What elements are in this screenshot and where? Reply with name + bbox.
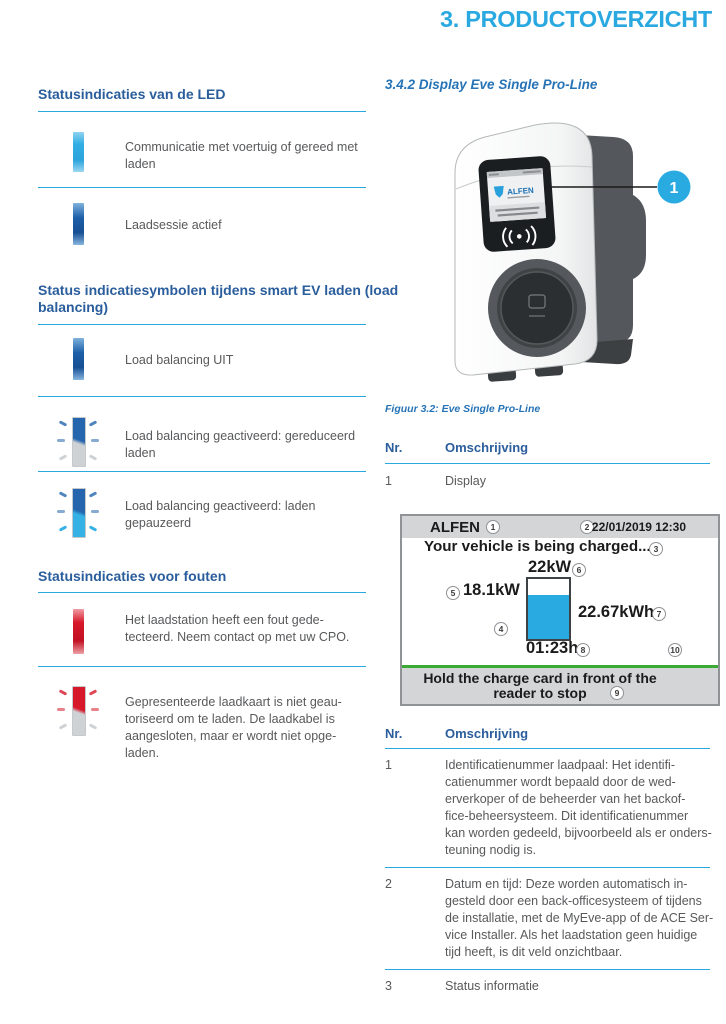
display-max-power: 22kW bbox=[528, 558, 572, 576]
section-heading-led-status: Statusindicaties van de LED bbox=[38, 86, 226, 102]
led-status-text: Load balancing UIT bbox=[125, 353, 234, 367]
display-footer-text-1: Hold the charge card in front of the bbox=[423, 670, 657, 686]
table2-col-nr: Nr. bbox=[385, 726, 403, 741]
led-blue-icon bbox=[73, 203, 84, 245]
display-footer-text-2: reader to stop bbox=[493, 685, 587, 701]
table-row-nr: 2 bbox=[385, 877, 392, 891]
led-status-text: Gepresenteerde laadkaart is niet geau- t… bbox=[125, 695, 342, 760]
charge-level-indicator bbox=[526, 577, 571, 641]
led-status-text: Load balancing geactiveerd: gereduceerd … bbox=[125, 429, 356, 460]
led-red-icon bbox=[73, 609, 84, 654]
table-row-nr: 3 bbox=[385, 979, 392, 993]
callout-badge-9: 9 bbox=[610, 686, 624, 700]
callout-badge-3: 3 bbox=[649, 542, 663, 556]
section-heading-load-balancing: Status indicatiesymbolen tijdens smart E… bbox=[38, 282, 399, 315]
display-screenshot: ALFEN 1 2 22/01/2019 12:30 Your vehicle … bbox=[400, 514, 720, 706]
callout-badge-1: 1 bbox=[486, 520, 500, 534]
display-footer-bar bbox=[402, 668, 718, 704]
station-display-panel: ALFEN bbox=[478, 156, 556, 252]
divider bbox=[385, 748, 710, 749]
callout-badge-6: 6 bbox=[572, 563, 586, 577]
table-row-desc: Identificatienummer laadpaal: Het identi… bbox=[445, 758, 712, 857]
table-row-nr: 1 bbox=[385, 474, 392, 488]
led-blinking-red-gray-icon bbox=[57, 684, 99, 736]
section-heading-error-status: Statusindicaties voor fouten bbox=[38, 568, 227, 584]
station-screen-brand: ALFEN bbox=[507, 186, 534, 197]
led-status-text: Laadsessie actief bbox=[125, 218, 222, 232]
charging-station-figure: ALFEN 1 bbox=[454, 122, 691, 382]
callout-badge-7: 7 bbox=[652, 607, 666, 621]
callout-circle bbox=[657, 170, 691, 204]
display-header-bar bbox=[402, 516, 718, 538]
led-status-text: Load balancing geactiveerd: laden gepauz… bbox=[125, 499, 316, 530]
divider bbox=[385, 867, 710, 868]
table1-col-nr: Nr. bbox=[385, 440, 403, 455]
table-row-desc: Status informatie bbox=[445, 979, 539, 993]
subsection-title: 3.4.2 Display Eve Single Pro-Line bbox=[385, 77, 598, 92]
led-status-text: Het laadstation heeft een fout gede- tec… bbox=[125, 613, 350, 644]
figure-caption: Figuur 3.2: Eve Single Pro-Line bbox=[385, 403, 541, 415]
display-datetime: 22/01/2019 12:30 bbox=[591, 519, 686, 534]
charging-socket bbox=[488, 259, 586, 357]
display-duration: 01:23h bbox=[526, 639, 579, 657]
callout-badge-10: 10 bbox=[668, 643, 682, 657]
table2-col-omschrijving: Omschrijving bbox=[445, 726, 529, 741]
divider bbox=[385, 463, 710, 464]
divider bbox=[38, 187, 366, 188]
led-blinking-blue-gray-icon bbox=[57, 415, 99, 467]
divider bbox=[38, 396, 366, 397]
divider bbox=[385, 969, 710, 970]
status-green-line bbox=[402, 665, 718, 668]
callout-badge-4: 4 bbox=[494, 622, 508, 636]
table-row-desc: Datum en tijd: Deze worden automatisch i… bbox=[445, 877, 714, 959]
divider bbox=[38, 111, 366, 112]
divider bbox=[38, 666, 366, 667]
callout-badge-8: 8 bbox=[576, 643, 590, 657]
table-row-nr: 1 bbox=[385, 758, 392, 772]
led-blue-icon bbox=[73, 338, 84, 380]
led-blinking-blue-cyan-icon bbox=[57, 486, 99, 538]
display-brand: ALFEN bbox=[430, 518, 480, 536]
display-energy: 22.67kWh bbox=[578, 603, 655, 621]
led-cyan-icon bbox=[73, 132, 84, 172]
display-current-power: 18.1kW bbox=[463, 581, 520, 599]
callout-number: 1 bbox=[670, 180, 679, 197]
display-status-text: Your vehicle is being charged... bbox=[424, 538, 651, 555]
callout-badge-2: 2 bbox=[580, 520, 594, 534]
led-status-text: Communicatie met voertuig of gereed met … bbox=[125, 140, 358, 171]
callout-badge-5: 5 bbox=[446, 586, 460, 600]
divider bbox=[38, 471, 366, 472]
divider bbox=[38, 592, 366, 593]
page-title: 3. PRODUCTOVERZICHT bbox=[440, 6, 712, 32]
charge-level-fill bbox=[528, 595, 569, 639]
table-row-desc: Display bbox=[445, 474, 486, 488]
table1-col-omschrijving: Omschrijving bbox=[445, 440, 529, 455]
nfc-icon bbox=[502, 225, 537, 248]
divider bbox=[38, 324, 366, 325]
